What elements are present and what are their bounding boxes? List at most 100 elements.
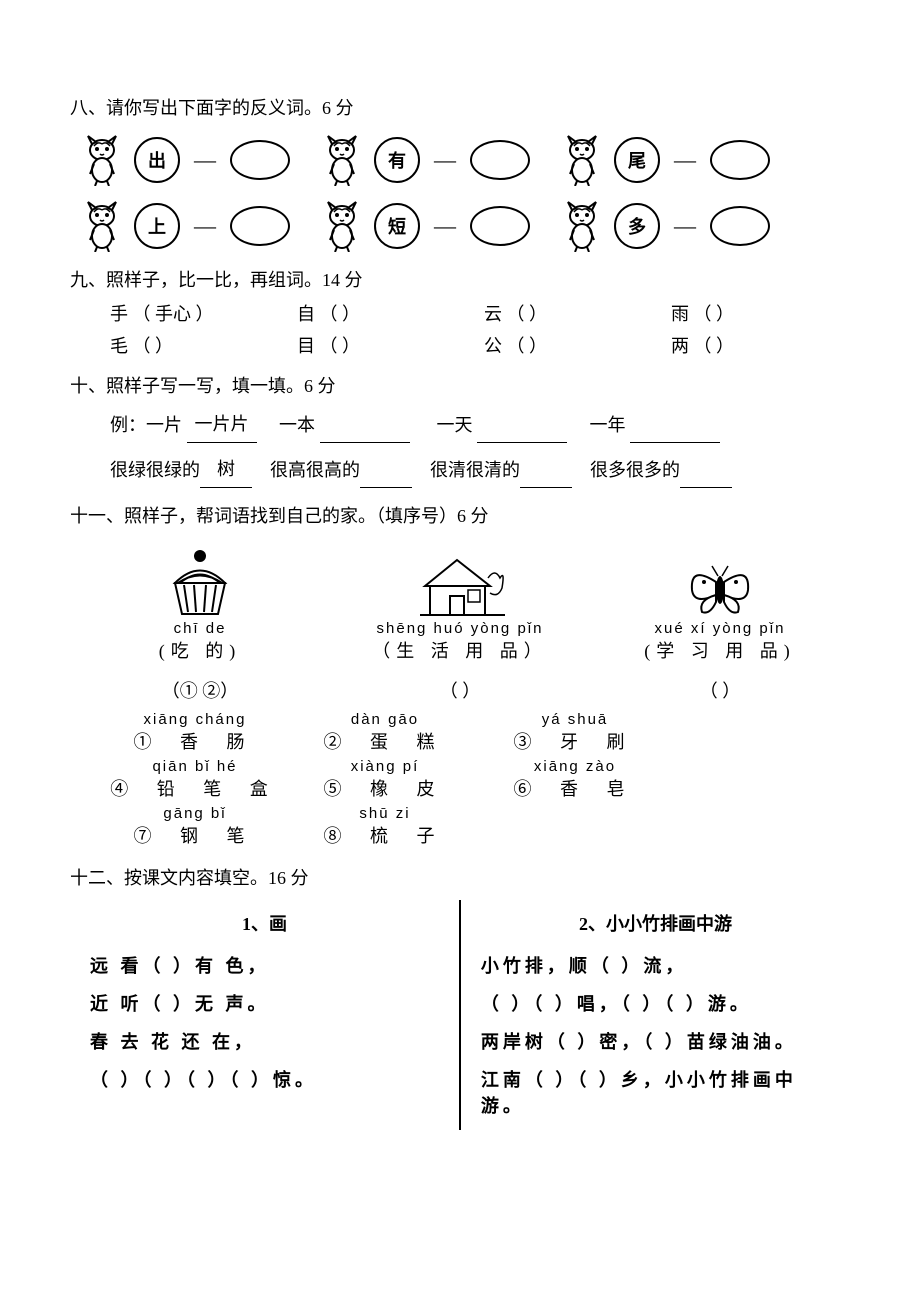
q10-l1-ex: 一片片	[187, 406, 257, 443]
word-option: shū zi ⑧ 梳 子	[290, 805, 480, 848]
category-answer[interactable]: （ ）	[605, 677, 835, 703]
word-hanzi: ⑦ 钢 笔	[100, 822, 290, 848]
category-pinyin: shēng huó yòng pǐn	[345, 620, 575, 637]
q12-left-l2: 春 去 花 还 在，	[90, 1028, 439, 1054]
blank[interactable]	[360, 487, 412, 488]
q10-l1-i1: 一天	[437, 415, 473, 435]
antonym-group: 多 —	[560, 200, 770, 252]
q10-l2-prefix: 很绿很绿的	[110, 460, 200, 480]
q9-item: 云 （ ）	[484, 300, 663, 326]
word-option: dàn gāo ② 蛋 糕	[290, 711, 480, 754]
q12-left: 1、画 远 看（ ）有 色， 近 听（ ）无 声。 春 去 花 还 在， （ ）…	[70, 900, 459, 1130]
antonym-group: 短 —	[320, 200, 530, 252]
category-pinyin: chī de	[85, 620, 315, 637]
antonym-group: 上 —	[80, 200, 290, 252]
blank[interactable]	[320, 442, 410, 443]
dash: —	[674, 213, 696, 239]
word-pinyin: dàn gāo	[290, 711, 480, 728]
word-option: yá shuā ③ 牙 刷	[480, 711, 670, 754]
q12-right-l1: （ ）（ ）唱，（ ）（ ）游。	[481, 990, 830, 1016]
word-pinyin: xiàng pí	[290, 758, 480, 775]
q9-row2: 毛 （ ）目 （ ）公 （ ）两 （ ）	[110, 332, 850, 358]
q9-title: 九、照样子，比一比，再组词。14 分	[70, 266, 850, 292]
given-char: 多	[614, 203, 660, 249]
dash: —	[434, 147, 456, 173]
q12-title: 十二、按课文内容填空。16 分	[70, 864, 850, 890]
word-option: xiāng zào ⑥ 香 皂	[480, 758, 670, 801]
category-hanzi: (吃 的)	[85, 637, 315, 663]
q10-l1-prefix: 例：一片	[110, 415, 182, 435]
dash: —	[194, 213, 216, 239]
q9-item: 目 （ ）	[297, 332, 476, 358]
antonym-group: 出 —	[80, 134, 290, 186]
word-hanzi: ① 香 肠	[100, 728, 290, 754]
q11-category: shēng huó yòng pǐn （生 活 用 品） （ ）	[345, 548, 575, 703]
word-pinyin: xiāng cháng	[100, 711, 290, 728]
answer-blank[interactable]	[470, 206, 530, 246]
word-option: xiàng pí ⑤ 橡 皮	[290, 758, 480, 801]
category-pinyin: xué xí yòng pǐn	[605, 620, 835, 637]
word-hanzi: ⑤ 橡 皮	[290, 775, 480, 801]
word-option: gāng bǐ ⑦ 钢 笔	[100, 805, 290, 848]
antonym-group: 有 —	[320, 134, 530, 186]
antonym-group: 尾 —	[560, 134, 770, 186]
q12-left-title: 1、画	[90, 910, 439, 936]
given-char: 短	[374, 203, 420, 249]
q8-title: 八、请你写出下面字的反义词。6 分	[70, 94, 850, 120]
q10-l2-ex: 树	[200, 451, 252, 488]
category-icon	[85, 548, 315, 620]
q8-row2: 上 — 短 — 多 —	[70, 200, 850, 252]
word-hanzi: ⑧ 梳 子	[290, 822, 480, 848]
q10-line2: 很绿很绿的树 很高很高的 很清很清的 很多很多的	[110, 451, 850, 488]
q9-item: 自 （ ）	[297, 300, 476, 326]
q9-item: 雨 （ ）	[671, 300, 850, 326]
cat-icon	[560, 200, 604, 252]
word-hanzi: ② 蛋 糕	[290, 728, 480, 754]
answer-blank[interactable]	[230, 206, 290, 246]
q9-item: 两 （ ）	[671, 332, 850, 358]
blank[interactable]	[520, 487, 572, 488]
given-char: 出	[134, 137, 180, 183]
q10-line1: 例：一片 一片片 一本 一天 一年	[110, 406, 850, 443]
answer-blank[interactable]	[230, 140, 290, 180]
q12-left-l3: （ ）（ ）（ ）（ ）惊。	[90, 1066, 439, 1092]
word-pinyin: gāng bǐ	[100, 805, 290, 822]
q12-right: 2、小小竹排画中游 小竹排，顺（ ）流， （ ）（ ）唱，（ ）（ ）游。 两岸…	[461, 900, 850, 1130]
category-icon	[345, 548, 575, 620]
answer-blank[interactable]	[710, 206, 770, 246]
q10-l1-i2: 一年	[590, 415, 626, 435]
q12-wrap: 1、画 远 看（ ）有 色， 近 听（ ）无 声。 春 去 花 还 在， （ ）…	[70, 900, 850, 1130]
q12-right-l2: 两岸树（ ）密，（ ）苗绿油油。	[481, 1028, 830, 1054]
cat-icon	[80, 134, 124, 186]
answer-blank[interactable]	[710, 140, 770, 180]
q10-l1-i0: 一本	[279, 415, 315, 435]
q10-l2-i0: 很高很高的	[270, 460, 360, 480]
given-char: 有	[374, 137, 420, 183]
dash: —	[194, 147, 216, 173]
word-option: xiāng cháng ① 香 肠	[100, 711, 290, 754]
q11-words: xiāng cháng ① 香 肠dàn gāo ② 蛋 糕yá shuā ③ …	[100, 709, 850, 850]
q10-l2-i1: 很清很清的	[430, 460, 520, 480]
word-hanzi: ④ 铅 笔 盒	[100, 775, 290, 801]
blank[interactable]	[680, 487, 732, 488]
word-pinyin: xiāng zào	[480, 758, 670, 775]
blank[interactable]	[477, 442, 567, 443]
dash: —	[434, 213, 456, 239]
q8-row1: 出 — 有 — 尾 —	[70, 134, 850, 186]
word-pinyin: yá shuā	[480, 711, 670, 728]
given-char: 尾	[614, 137, 660, 183]
q12-left-l1: 近 听（ ）无 声。	[90, 990, 439, 1016]
q11-category: xué xí yòng pǐn (学 习 用 品) （ ）	[605, 548, 835, 703]
category-answer[interactable]: （① ②）	[85, 677, 315, 703]
blank[interactable]	[630, 442, 720, 443]
given-char: 上	[134, 203, 180, 249]
q9-item: 公 （ ）	[484, 332, 663, 358]
q12-right-title: 2、小小竹排画中游	[481, 910, 830, 936]
q11-category: chī de (吃 的) （① ②）	[85, 548, 315, 703]
category-answer[interactable]: （ ）	[345, 677, 575, 703]
q10-l2-i2: 很多很多的	[590, 460, 680, 480]
answer-blank[interactable]	[470, 140, 530, 180]
category-hanzi: （生 活 用 品）	[345, 637, 575, 663]
cat-icon	[320, 200, 364, 252]
dash: —	[674, 147, 696, 173]
